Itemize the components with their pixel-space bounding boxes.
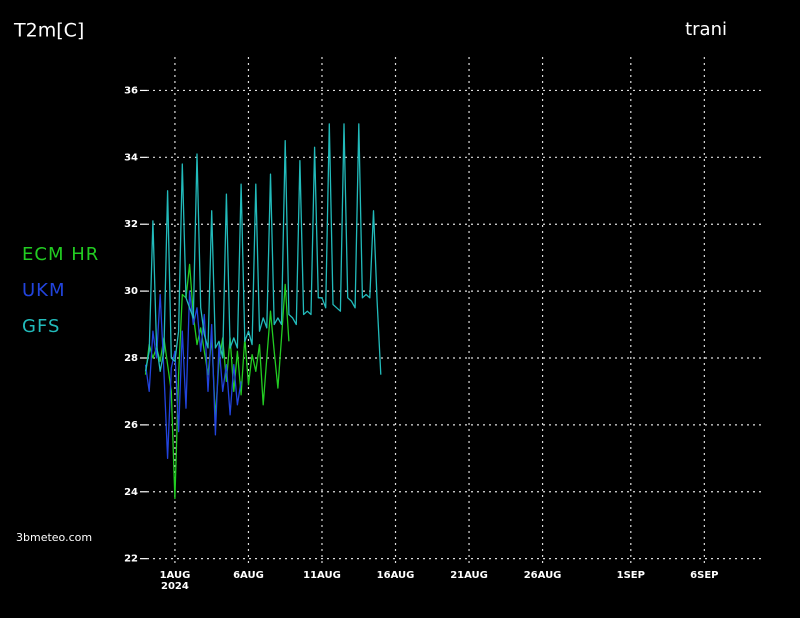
x-tick-label: 6SEP [690,570,718,581]
x-tick-label-line: 21AUG [450,570,488,581]
x-tick-label: 11AUG [303,570,341,581]
y-tick-label: 26 [124,420,138,431]
x-tick-label-line: 6SEP [690,570,718,581]
x-tick-label: 21AUG [450,570,488,581]
source-credit: 3bmeteo.com [16,531,92,544]
legend-entry: ECM HR [22,244,99,265]
x-tick-label: 1AUG 2024 [160,570,191,592]
x-tick-label: 16AUG [377,570,415,581]
y-tick-label: 30 [124,286,138,297]
y-tick-label: 28 [124,353,138,364]
y-tick-label: 22 [124,554,138,565]
y-tick-label: 24 [124,487,138,498]
x-tick-label-line: 16AUG [377,570,415,581]
legend-entry: UKM [22,280,66,301]
x-tick-label-line: 2024 [161,581,189,592]
x-tick-label-line: 1AUG [160,570,191,581]
legend-entry: GFS [22,316,60,337]
x-tick-label-line: 1SEP [617,570,645,581]
x-tick-label-line: 26AUG [524,570,562,581]
x-tick-label-line: 6AUG [233,570,264,581]
x-tick-label: 6AUG [233,570,264,581]
y-tick-label: 34 [124,152,138,163]
series-line [144,123,382,375]
x-tick-label: 26AUG [524,570,562,581]
x-tick-label-line: 11AUG [303,570,341,581]
chart-title: T2m[C] [13,20,84,42]
y-tick-label: 32 [124,219,138,230]
y-tick-label: 36 [124,85,138,96]
location-name: trani [685,19,727,40]
x-tick-label: 1SEP [617,570,645,581]
series-line [144,290,242,459]
